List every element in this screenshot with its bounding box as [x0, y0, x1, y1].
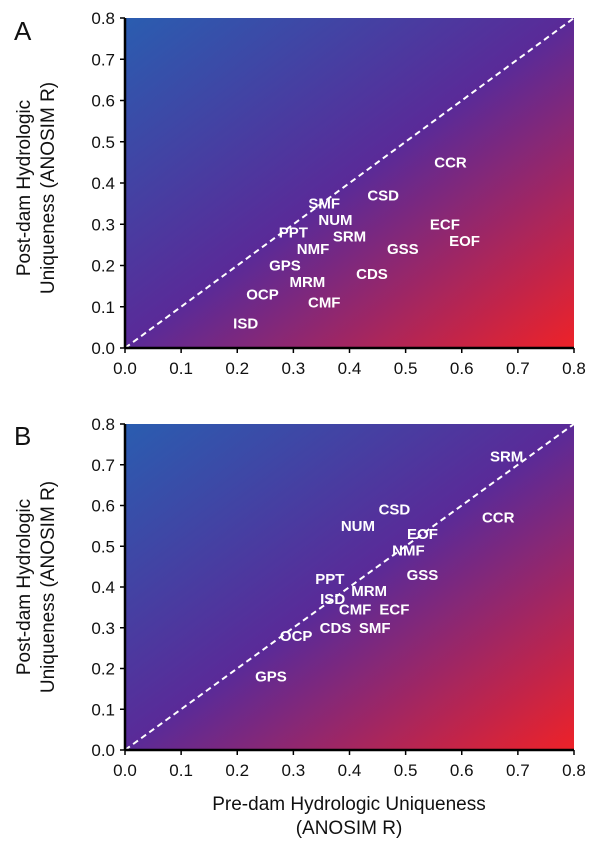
panel-a-x-tick-label: 0.7 — [506, 359, 530, 378]
panel-a-point-isd: ISD — [233, 315, 258, 332]
panel-b-point-smf: SMF — [359, 620, 391, 637]
panel-b-y-tick-label: 0.6 — [91, 497, 115, 516]
panel-b-ylabel: Post-dam Hydrologic Uniqueness (ANOSIM R… — [14, 481, 59, 693]
panel-a-point-ccr: CCR — [434, 154, 467, 171]
panel-b-point-isd: ISD — [320, 591, 345, 608]
panel-a-point-cds: CDS — [356, 266, 388, 283]
panel-b-point-ocp: OCP — [280, 628, 313, 645]
panel-a-point-smf: SMF — [308, 196, 340, 213]
panel-b-x-tick-label: 0.0 — [113, 761, 137, 780]
panel-a-y-tick-label: 0.6 — [91, 92, 115, 111]
panel-a-x-tick-label: 0.1 — [169, 359, 193, 378]
panel-b-point-gps: GPS — [255, 669, 287, 686]
panel-a-x-tick-label: 0.5 — [394, 359, 418, 378]
panel-b-x-tick-label: 0.1 — [169, 761, 193, 780]
panel-b-y-tick-label: 0.3 — [91, 619, 115, 638]
panel-b-ylabel-line2: Uniqueness (ANOSIM R) — [38, 481, 59, 693]
panel-b-x-tick-label: 0.3 — [282, 761, 306, 780]
panel-b-y-tick-label: 0.7 — [91, 456, 115, 475]
panel-b-ylabel-line1: Post-dam Hydrologic — [14, 499, 35, 675]
panel-a-y-tick-label: 0.5 — [91, 133, 115, 152]
panel-a-y-tick-label: 0.3 — [91, 215, 115, 234]
panel-a-point-mrm: MRM — [289, 274, 325, 291]
panel-b-point-ppt: PPT — [315, 571, 344, 588]
panel-b-x-tick-label: 0.2 — [225, 761, 249, 780]
panel-b-y-tick-label: 0.0 — [91, 741, 115, 760]
panel-b-x-tick-label: 0.8 — [562, 761, 586, 780]
panel-a-point-eof: EOF — [449, 233, 480, 250]
panel-a-y-tick-label: 0.8 — [91, 9, 115, 28]
panel-b-x-ticks: 0.0 0.1 0.2 0.3 0.4 0.5 0.6 0.7 0.8 — [113, 750, 586, 780]
panel-a-ylabel-line1: Post-dam Hydrologic — [14, 100, 35, 276]
panel-a-point-num: NUM — [318, 212, 352, 229]
panel-b: B Post-dam Hydrologic Uniqueness (ANOSIM… — [14, 415, 586, 839]
panel-b-identity-line — [124, 423, 575, 751]
panel-b-point-gss: GSS — [407, 567, 439, 584]
panel-a-y-tick-label: 0.1 — [91, 298, 115, 317]
panel-b-point-nmf: NMF — [392, 542, 425, 559]
panel-b-point-num: NUM — [341, 518, 375, 535]
panel-b-point-srm: SRM — [490, 449, 523, 466]
panel-b-point-ccr: CCR — [482, 510, 515, 527]
panel-a-x-tick-label: 0.2 — [225, 359, 249, 378]
panel-b-point-mrm: MRM — [351, 583, 387, 600]
panel-b-y-ticks: 0.0 0.1 0.2 0.3 0.4 0.5 0.6 0.7 0.8 — [91, 415, 125, 760]
panel-b-xlabel-line1: Pre-dam Hydrologic Uniqueness — [212, 794, 486, 815]
panel-b-point-eof: EOF — [407, 526, 438, 543]
panel-a-y-tick-label: 0.2 — [91, 257, 115, 276]
panel-b-point-ecf: ECF — [379, 601, 409, 618]
panel-a-point-csd: CSD — [367, 187, 399, 204]
panel-b-y-tick-label: 0.2 — [91, 660, 115, 679]
panel-b-x-tick-label: 0.5 — [394, 761, 418, 780]
panel-a-point-nmf: NMF — [297, 241, 330, 258]
panel-a-point-ocp: OCP — [246, 286, 279, 303]
panel-b-x-tick-label: 0.6 — [450, 761, 474, 780]
panel-a-x-tick-label: 0.4 — [338, 359, 362, 378]
panel-b-y-tick-label: 0.1 — [91, 700, 115, 719]
panel-a-point-srm: SRM — [333, 229, 366, 246]
panel-a-x-tick-label: 0.0 — [113, 359, 137, 378]
panel-a-y-tick-label: 0.0 — [91, 339, 115, 358]
panel-a-point-ecf: ECF — [430, 216, 460, 233]
panel-b-point-cds: CDS — [320, 620, 352, 637]
panel-a-x-tick-label: 0.3 — [282, 359, 306, 378]
panel-a: A Post-dam Hydrologic Uniqueness (ANOSIM… — [14, 9, 586, 378]
panel-a-point-cmf: CMF — [308, 295, 341, 312]
panel-b-point-csd: CSD — [379, 502, 411, 519]
panel-a-ylabel-line2: Uniqueness (ANOSIM R) — [38, 82, 59, 294]
panel-b-x-tick-label: 0.7 — [506, 761, 530, 780]
panel-a-y-tick-label: 0.7 — [91, 50, 115, 69]
panel-a-y-tick-label: 0.4 — [91, 174, 115, 193]
panel-a-x-ticks: 0.0 0.1 0.2 0.3 0.4 0.5 0.6 0.7 0.8 — [113, 348, 586, 378]
panel-a-x-tick-label: 0.8 — [562, 359, 586, 378]
panel-b-x-tick-label: 0.4 — [338, 761, 362, 780]
panel-b-point-cmf: CMF — [339, 601, 372, 618]
panel-a-y-ticks: 0.0 0.1 0.2 0.3 0.4 0.5 0.6 0.7 0.8 — [91, 9, 125, 358]
panel-a-letter: A — [14, 16, 32, 46]
panel-a-identity-line — [124, 17, 575, 349]
panel-b-xlabel-line2: (ANOSIM R) — [296, 818, 403, 839]
panel-a-point-ppt: PPT — [279, 225, 308, 242]
panel-b-y-tick-label: 0.4 — [91, 578, 115, 597]
panel-a-point-gss: GSS — [387, 241, 419, 258]
panel-b-y-tick-label: 0.8 — [91, 415, 115, 434]
panel-b-y-tick-label: 0.5 — [91, 537, 115, 556]
panel-a-ylabel: Post-dam Hydrologic Uniqueness (ANOSIM R… — [14, 82, 59, 294]
panel-b-letter: B — [14, 421, 31, 451]
panel-a-x-tick-label: 0.6 — [450, 359, 474, 378]
panel-a-point-gps: GPS — [269, 258, 301, 275]
